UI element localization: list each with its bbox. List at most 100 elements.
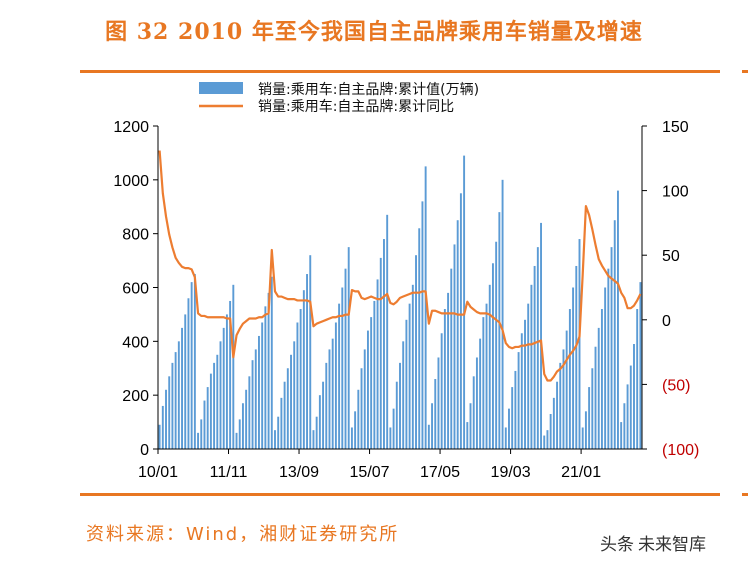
bar — [546, 430, 549, 449]
bar — [161, 405, 164, 449]
bar — [315, 416, 318, 449]
bar — [469, 403, 472, 449]
bar — [562, 349, 565, 449]
bar — [241, 403, 244, 449]
bar — [520, 333, 523, 449]
bar — [299, 309, 302, 449]
bar — [357, 389, 360, 449]
bar — [639, 282, 642, 449]
bar — [395, 381, 398, 449]
legend-line-label: 销量:乘用车:自主品牌:累计同比 — [258, 98, 454, 115]
bar — [258, 335, 260, 449]
bar — [508, 408, 510, 450]
bar — [267, 292, 270, 449]
y-right-tick-label: 150 — [662, 119, 689, 136]
bar — [360, 368, 363, 449]
bar — [427, 424, 430, 449]
bar — [421, 201, 424, 449]
bar — [540, 222, 542, 449]
bar — [168, 376, 171, 449]
watermark-prefix: 头条 — [600, 535, 634, 555]
bar — [440, 333, 443, 449]
bar — [552, 397, 555, 449]
bar — [491, 263, 494, 449]
bar — [485, 303, 488, 449]
bar — [556, 381, 559, 449]
bar — [524, 319, 526, 449]
yoy-line — [158, 150, 642, 382]
bar — [248, 376, 251, 449]
bar — [415, 255, 417, 449]
bar — [565, 330, 568, 449]
y-right-tick-label: 50 — [662, 248, 680, 265]
x-tick-label: 21/01 — [561, 464, 601, 481]
bar — [405, 319, 408, 449]
source-note: 资料来源：Wind，湘财证券研究所 — [86, 524, 400, 545]
bar — [636, 309, 639, 449]
bar — [254, 349, 257, 449]
legend: 销量:乘用车:自主品牌:累计值(万辆) 销量:乘用车:自主品牌:累计同比 — [199, 81, 479, 115]
bar — [261, 322, 264, 449]
y-left-tick-label: 800 — [122, 227, 149, 244]
bar — [219, 341, 222, 449]
bar — [280, 397, 283, 449]
bar — [463, 155, 466, 450]
bar — [559, 362, 562, 449]
bar — [498, 212, 501, 449]
bar — [245, 389, 248, 449]
bar — [238, 419, 241, 449]
bar — [277, 416, 280, 449]
bar — [597, 327, 600, 450]
bar — [501, 179, 504, 449]
bar — [411, 284, 414, 449]
bar — [222, 327, 225, 450]
bar — [251, 360, 254, 449]
bar — [392, 408, 395, 450]
bar — [309, 255, 312, 449]
bar — [533, 265, 536, 449]
bar — [514, 370, 517, 449]
bar — [302, 290, 305, 449]
bar — [482, 317, 485, 449]
bottom-rule — [80, 493, 720, 496]
y-left-tick-label: 1200 — [113, 119, 149, 136]
bar — [431, 403, 434, 449]
bar — [366, 330, 369, 449]
bar — [379, 257, 382, 449]
bar — [334, 322, 337, 449]
bar — [203, 400, 206, 449]
figure-title: 图 32 2010 年至今我国自主品牌乘用车销量及增速 — [105, 19, 643, 45]
bar — [600, 309, 603, 449]
bar — [620, 422, 623, 449]
bar — [363, 349, 366, 449]
bar — [158, 424, 161, 449]
bar — [607, 268, 610, 449]
bar — [575, 265, 578, 449]
bar — [495, 241, 498, 449]
bar — [456, 220, 459, 449]
bar — [290, 354, 292, 449]
bar — [296, 322, 299, 449]
x-tick-label: 11/11 — [210, 464, 248, 481]
bar — [530, 284, 533, 449]
bar — [274, 430, 276, 449]
y-left-tick-label: 600 — [122, 281, 149, 298]
y-left-tick-label: 200 — [122, 388, 149, 405]
bar — [325, 362, 328, 449]
bar — [232, 284, 235, 449]
bar — [572, 287, 575, 449]
bar — [517, 352, 520, 449]
bar — [306, 274, 308, 449]
bar — [354, 411, 357, 449]
bar — [443, 309, 446, 449]
bar — [293, 341, 296, 449]
bar — [437, 357, 440, 449]
bar — [578, 239, 581, 449]
bar — [459, 193, 462, 449]
bar — [424, 166, 427, 450]
bar — [376, 279, 379, 449]
bar — [626, 384, 629, 449]
bar — [466, 422, 469, 449]
bar — [328, 349, 331, 449]
